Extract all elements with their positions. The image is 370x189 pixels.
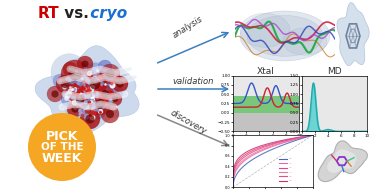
Circle shape <box>90 79 100 89</box>
Circle shape <box>105 70 114 78</box>
Circle shape <box>67 66 73 72</box>
Circle shape <box>61 60 89 88</box>
Text: analysis: analysis <box>171 14 205 40</box>
Circle shape <box>80 109 100 129</box>
Circle shape <box>81 60 88 68</box>
Circle shape <box>101 105 119 123</box>
Circle shape <box>101 74 115 88</box>
Polygon shape <box>337 3 369 66</box>
Circle shape <box>89 93 111 115</box>
Circle shape <box>95 66 128 99</box>
Circle shape <box>63 62 77 76</box>
Circle shape <box>96 85 114 103</box>
Circle shape <box>117 80 124 88</box>
Polygon shape <box>318 141 367 182</box>
Text: RT: RT <box>38 6 60 21</box>
Circle shape <box>83 72 107 96</box>
Circle shape <box>69 68 81 80</box>
Polygon shape <box>240 13 290 47</box>
Circle shape <box>106 110 114 118</box>
Polygon shape <box>240 11 330 61</box>
Circle shape <box>56 75 74 93</box>
Circle shape <box>53 74 67 88</box>
Circle shape <box>85 115 94 123</box>
Circle shape <box>90 103 106 119</box>
Circle shape <box>71 105 78 113</box>
Circle shape <box>87 63 103 79</box>
Text: —: — <box>289 157 292 161</box>
Circle shape <box>62 79 82 99</box>
Polygon shape <box>327 149 356 173</box>
Bar <box>233 96 299 113</box>
Circle shape <box>100 64 120 84</box>
Text: OF THE: OF THE <box>41 142 83 152</box>
Circle shape <box>108 92 122 106</box>
Circle shape <box>61 92 75 106</box>
Text: —: — <box>289 161 292 165</box>
Circle shape <box>101 90 109 98</box>
Text: —: — <box>289 174 292 178</box>
Circle shape <box>58 69 91 102</box>
Text: validation: validation <box>172 77 214 86</box>
Circle shape <box>112 96 118 102</box>
Circle shape <box>84 94 105 115</box>
Circle shape <box>79 68 97 86</box>
Circle shape <box>51 54 87 90</box>
Circle shape <box>61 80 69 88</box>
Circle shape <box>112 76 128 92</box>
Circle shape <box>79 62 110 92</box>
Circle shape <box>77 56 93 72</box>
Text: WEEK: WEEK <box>42 152 82 164</box>
Polygon shape <box>283 28 327 55</box>
Circle shape <box>47 86 63 102</box>
Text: cryo: cryo <box>85 6 127 21</box>
Circle shape <box>28 113 96 181</box>
Circle shape <box>84 67 111 93</box>
Text: discovery: discovery <box>168 108 208 136</box>
Circle shape <box>94 79 110 95</box>
Circle shape <box>107 84 123 100</box>
Circle shape <box>75 94 84 104</box>
Text: —: — <box>289 166 292 170</box>
Polygon shape <box>35 46 139 133</box>
Circle shape <box>67 101 83 117</box>
Circle shape <box>51 90 58 98</box>
Circle shape <box>67 90 88 110</box>
Title: Xtal: Xtal <box>257 67 275 76</box>
Polygon shape <box>247 15 323 56</box>
Text: —: — <box>289 170 292 174</box>
Text: vs.: vs. <box>59 6 89 21</box>
Circle shape <box>95 99 105 109</box>
Title: MD: MD <box>327 67 342 76</box>
Circle shape <box>64 81 107 124</box>
Circle shape <box>70 89 90 109</box>
Circle shape <box>75 84 95 104</box>
Text: —: — <box>289 179 292 183</box>
Text: PICK: PICK <box>46 129 78 143</box>
Circle shape <box>69 95 87 113</box>
Circle shape <box>98 60 112 74</box>
Bar <box>233 113 299 131</box>
